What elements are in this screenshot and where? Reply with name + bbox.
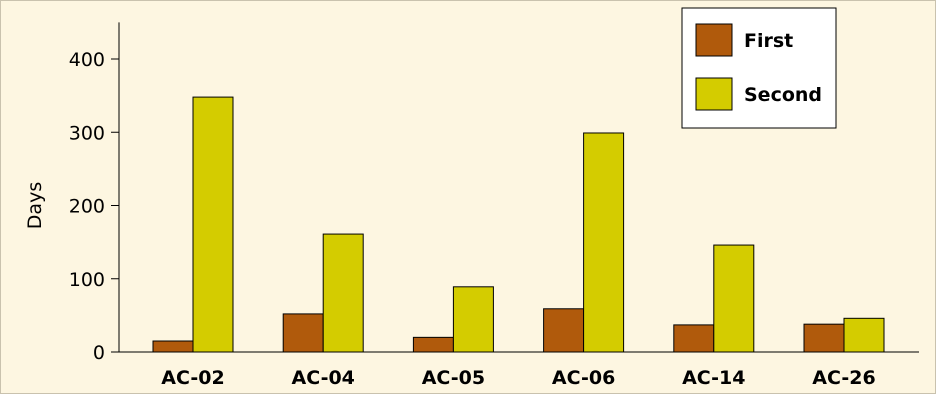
category-labels: AC-02 AC-04 AC-05 AC-06 AC-14 AC-26 xyxy=(161,367,875,389)
bar-first-ac-05 xyxy=(412,336,454,353)
legend: First Second xyxy=(681,7,837,129)
bar-first-ac-02 xyxy=(152,340,194,353)
y-tick-label: 100 xyxy=(69,269,105,291)
legend-label-first: First xyxy=(744,30,793,52)
legend-swatch-first xyxy=(695,23,733,57)
bar-second-ac-14 xyxy=(713,244,755,353)
bar-second-ac-04 xyxy=(322,233,364,353)
bar-first-ac-04 xyxy=(282,313,324,353)
y-tick-label: 300 xyxy=(69,122,105,144)
bar-second-ac-06 xyxy=(583,132,625,353)
y-tick-label: 0 xyxy=(93,342,105,364)
bar-second-ac-05 xyxy=(452,286,494,353)
y-tick-label: 400 xyxy=(69,49,105,71)
axes xyxy=(118,22,919,353)
bar-first-ac-26 xyxy=(803,323,845,353)
category-label: AC-14 xyxy=(682,367,745,389)
category-label: AC-04 xyxy=(291,367,354,389)
bar-second-ac-26 xyxy=(843,317,885,353)
bar-second-ac-02 xyxy=(192,96,234,353)
y-ticks: 0 100 200 300 400 xyxy=(69,49,119,364)
category-label: AC-26 xyxy=(812,367,875,389)
category-label: AC-05 xyxy=(422,367,485,389)
y-tick-label: 200 xyxy=(69,196,105,218)
bars xyxy=(152,96,885,353)
category-label: AC-06 xyxy=(552,367,615,389)
category-label: AC-02 xyxy=(161,367,224,389)
legend-swatch-second xyxy=(695,77,733,111)
bar-first-ac-14 xyxy=(673,324,715,353)
legend-label-second: Second xyxy=(744,84,822,106)
y-axis-label: Days xyxy=(24,182,46,229)
bar-first-ac-06 xyxy=(543,308,585,353)
